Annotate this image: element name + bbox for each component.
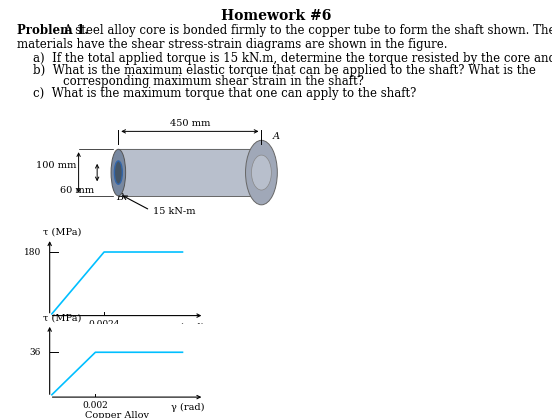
Ellipse shape bbox=[111, 149, 126, 196]
Text: b)  What is the maximum elastic torque that can be applied to the shaft? What is: b) What is the maximum elastic torque th… bbox=[33, 64, 536, 76]
Text: 450 mm: 450 mm bbox=[169, 119, 210, 128]
Text: 0.002: 0.002 bbox=[82, 400, 108, 410]
Ellipse shape bbox=[114, 161, 123, 184]
Polygon shape bbox=[118, 149, 262, 196]
Text: A: A bbox=[273, 132, 279, 140]
Text: c)  What is the maximum torque that one can apply to the shaft?: c) What is the maximum torque that one c… bbox=[33, 87, 417, 100]
Text: corresponding maximum shear strain in the shaft?: corresponding maximum shear strain in th… bbox=[33, 75, 364, 88]
Text: 36: 36 bbox=[30, 348, 41, 357]
Text: 0.0024: 0.0024 bbox=[88, 320, 120, 329]
Text: 15 kN-m: 15 kN-m bbox=[153, 206, 195, 216]
Text: τ (MPa): τ (MPa) bbox=[43, 227, 82, 237]
Ellipse shape bbox=[252, 155, 272, 190]
Text: γ (rad): γ (rad) bbox=[171, 322, 204, 331]
Text: 180: 180 bbox=[24, 247, 41, 257]
Text: 100 mm: 100 mm bbox=[35, 161, 76, 170]
Text: Homework #6: Homework #6 bbox=[221, 9, 331, 23]
Text: Problem 1.: Problem 1. bbox=[17, 24, 88, 37]
Text: τ (MPa): τ (MPa) bbox=[43, 314, 82, 323]
Text: γ (rad): γ (rad) bbox=[171, 403, 204, 412]
Text: Copper Alloy: Copper Alloy bbox=[85, 411, 149, 418]
Text: B: B bbox=[116, 194, 123, 202]
Ellipse shape bbox=[246, 140, 277, 205]
Text: a)  If the total applied torque is 15 kN.m, determine the torque resisted by the: a) If the total applied torque is 15 kN.… bbox=[33, 52, 552, 65]
Text: A steel alloy core is bonded firmly to the copper tube to form the shaft shown. : A steel alloy core is bonded firmly to t… bbox=[63, 24, 552, 37]
Text: materials have the shear stress-strain diagrams are shown in the figure.: materials have the shear stress-strain d… bbox=[17, 38, 447, 51]
Text: 60 mm: 60 mm bbox=[60, 186, 94, 195]
Text: Steel Alloy: Steel Alloy bbox=[91, 331, 144, 340]
